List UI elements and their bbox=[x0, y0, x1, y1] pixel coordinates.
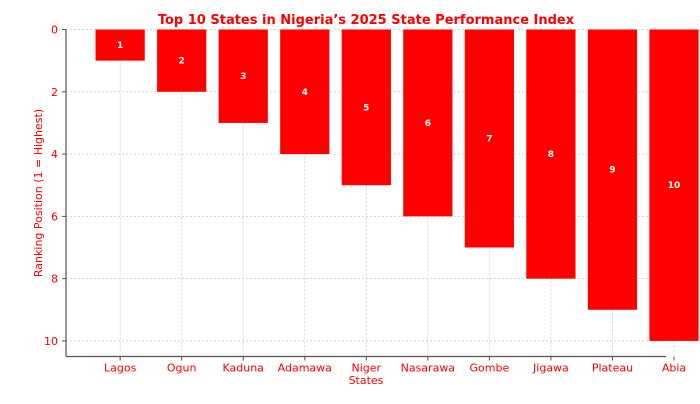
y-tick-label: 10 bbox=[44, 335, 58, 348]
data-label: 7 bbox=[486, 135, 492, 145]
x-tick-label: Kaduna bbox=[223, 362, 264, 375]
data-label: 3 bbox=[240, 72, 246, 82]
bar-niger bbox=[341, 29, 391, 186]
y-axis-label: Ranking Position (1 = Highest) bbox=[32, 109, 45, 277]
x-tick-label: Gombe bbox=[470, 362, 510, 375]
y-axis-ticks: 0 2 4 6 8 10 bbox=[44, 24, 66, 348]
data-label: 1 bbox=[117, 41, 123, 51]
y-tick-label: 2 bbox=[51, 86, 58, 99]
y-tick-label: 0 bbox=[51, 24, 58, 37]
data-label: 10 bbox=[668, 181, 681, 191]
chart-title: Top 10 States in Nigeria’s 2025 State Pe… bbox=[158, 13, 575, 28]
data-label: 9 bbox=[609, 166, 615, 176]
x-axis-ticks: Lagos Ogun Kaduna Adamawa Niger Nasarawa Gombe… bbox=[104, 356, 686, 375]
bar-lagos bbox=[95, 29, 145, 61]
x-tick-label: Niger bbox=[352, 362, 382, 375]
bar-abia bbox=[649, 29, 699, 341]
bar-plateau bbox=[587, 29, 638, 310]
bars: 1 2 3 4 5 6 7 8 9 10 bbox=[95, 29, 699, 341]
bar-gombe bbox=[464, 29, 514, 248]
y-tick-label: 6 bbox=[51, 210, 58, 223]
bar-adamawa bbox=[280, 29, 330, 155]
data-label: 4 bbox=[302, 88, 308, 98]
x-tick-label: Abia bbox=[662, 362, 686, 375]
data-label: 5 bbox=[363, 103, 369, 113]
bar-nasarawa bbox=[403, 29, 453, 217]
x-tick-label: Nasarawa bbox=[401, 362, 455, 375]
x-tick-label: Jigawa bbox=[532, 362, 569, 375]
data-label: 6 bbox=[425, 119, 431, 129]
x-tick-label: Lagos bbox=[104, 362, 137, 375]
bar-jigawa bbox=[526, 29, 576, 279]
y-tick-label: 4 bbox=[51, 148, 58, 161]
x-tick-label: Adamawa bbox=[278, 362, 332, 375]
y-tick-label: 8 bbox=[51, 273, 58, 286]
x-tick-label: Ogun bbox=[167, 362, 197, 375]
data-label: 2 bbox=[179, 57, 185, 67]
x-axis-label: States bbox=[349, 374, 384, 387]
x-tick-label: Plateau bbox=[592, 362, 633, 375]
bar-kaduna bbox=[218, 29, 268, 123]
data-label: 8 bbox=[548, 150, 554, 160]
bar-ogun bbox=[157, 29, 207, 92]
